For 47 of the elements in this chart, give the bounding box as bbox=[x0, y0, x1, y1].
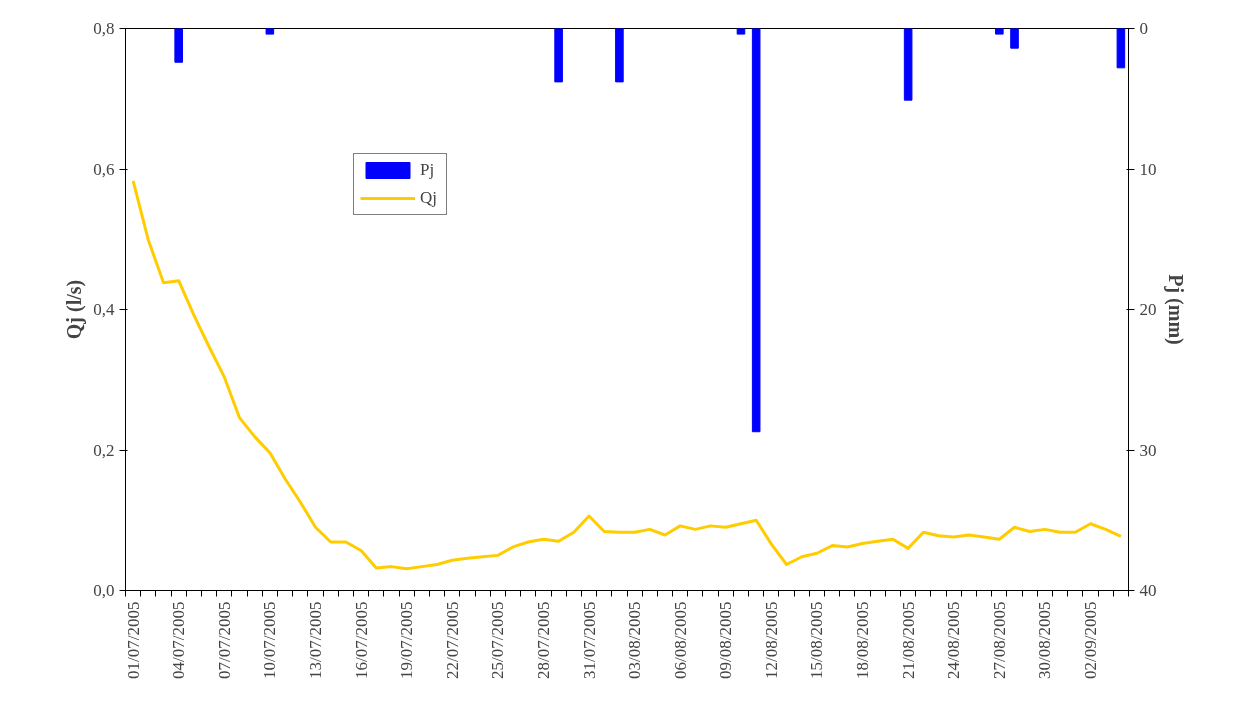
bar bbox=[1116, 28, 1126, 69]
y2-axis-title: Pj (mm) bbox=[1163, 274, 1187, 345]
y-tick-label: 0,0 bbox=[93, 581, 115, 600]
x-tick-label: 28/07/2005 bbox=[533, 601, 553, 679]
x-tick-label: 03/08/2005 bbox=[625, 601, 645, 679]
x-tick-label: 10/07/2005 bbox=[260, 601, 280, 679]
x-tick-label: 15/08/2005 bbox=[807, 601, 827, 679]
x-tick-label: 31/07/2005 bbox=[579, 601, 599, 679]
x-tick-label: 22/07/2005 bbox=[442, 601, 462, 679]
bar bbox=[995, 28, 1004, 35]
y2-tick-label: 20 bbox=[1139, 300, 1157, 319]
x-tick-label: 18/08/2005 bbox=[853, 601, 873, 679]
x-tick-label: 30/08/2005 bbox=[1035, 601, 1055, 679]
x-tick-label: 06/08/2005 bbox=[670, 601, 690, 679]
y2-tick-label: 0 bbox=[1139, 19, 1148, 38]
line-series bbox=[131, 179, 1123, 571]
y-tick-label: 0,2 bbox=[93, 440, 115, 460]
x-tick-label: 16/07/2005 bbox=[351, 601, 371, 679]
legend-label: Qj bbox=[420, 188, 438, 208]
bar bbox=[554, 28, 563, 83]
x-tick-label: 25/07/2005 bbox=[488, 601, 508, 679]
x-tick-label: 07/07/2005 bbox=[214, 601, 234, 679]
x-tick-label: 09/08/2005 bbox=[716, 601, 736, 679]
x-tick-label: 02/09/2005 bbox=[1081, 601, 1101, 679]
x-tick-label: 12/08/2005 bbox=[761, 601, 781, 679]
y-axis-title: Qj (l/s) bbox=[63, 279, 87, 340]
y-tick-label: 0,8 bbox=[93, 19, 115, 38]
x-tick-label: 01/07/2005 bbox=[123, 601, 143, 679]
bar bbox=[903, 28, 913, 101]
bar bbox=[174, 28, 183, 63]
bar bbox=[751, 28, 761, 433]
y2-tick-label: 40 bbox=[1139, 581, 1157, 600]
legend-label: Pj bbox=[420, 160, 436, 180]
bar bbox=[1010, 28, 1019, 49]
y-tick-label: 0,6 bbox=[93, 159, 115, 179]
x-tick-label: 27/08/2005 bbox=[989, 601, 1009, 679]
y2-tick-label: 10 bbox=[1139, 159, 1157, 179]
bar bbox=[736, 28, 746, 35]
x-tick-label: 21/08/2005 bbox=[898, 601, 918, 679]
y-tick-label: 0,4 bbox=[93, 300, 115, 319]
bar bbox=[615, 28, 624, 83]
x-tick-label: 24/08/2005 bbox=[944, 601, 964, 679]
x-tick-label: 04/07/2005 bbox=[169, 601, 189, 679]
bar bbox=[265, 28, 275, 35]
x-tick-label: 19/07/2005 bbox=[397, 601, 417, 679]
y2-tick-label: 30 bbox=[1139, 440, 1157, 460]
x-tick-label: 13/07/2005 bbox=[305, 601, 325, 679]
